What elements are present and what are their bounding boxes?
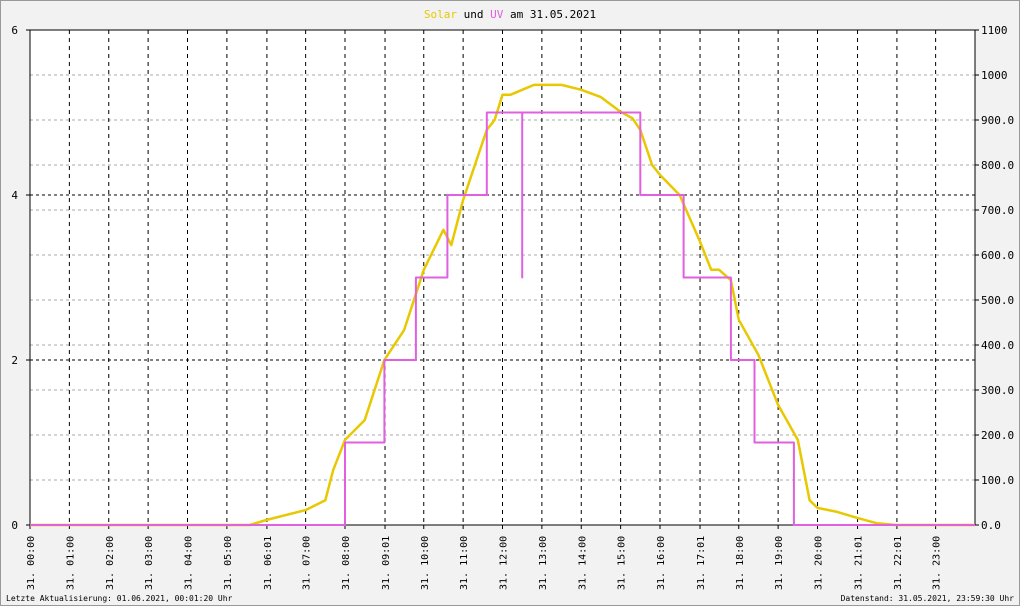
x-tick-label: 31. 20:00	[814, 536, 825, 590]
y-tick-label: 0	[11, 519, 18, 532]
y2-tick-label: 0.0	[981, 519, 1001, 532]
x-tick-label: 31. 05:00	[223, 536, 234, 590]
x-tick-label: 31. 15:00	[617, 536, 628, 590]
footer-left: Letzte Aktualisierung: 01.06.2021, 00:01…	[6, 594, 233, 603]
x-tick-label: 31. 21:01	[854, 536, 865, 590]
y-tick-label: 4	[11, 189, 18, 202]
x-tick-label: 31. 18:00	[735, 536, 746, 590]
y2-tick-label: 100.0	[981, 474, 1014, 487]
x-tick-label: 31. 13:00	[538, 536, 549, 590]
x-tick-label: 31. 19:00	[774, 536, 785, 590]
x-tick-label: 31. 09:01	[381, 536, 392, 590]
x-tick-label: 31. 01:00	[65, 536, 76, 590]
y2-tick-label: 300.0	[981, 384, 1014, 397]
x-tick-label: 31. 17:01	[696, 536, 707, 590]
y2-tick-label: 700.0	[981, 204, 1014, 217]
x-tick-label: 31. 10:00	[420, 536, 431, 590]
x-tick-label: 31. 08:00	[341, 536, 352, 590]
x-tick-label: 31. 02:00	[105, 536, 116, 590]
x-tick-label: 31. 14:00	[577, 536, 588, 590]
footer-right: Datenstand: 31.05.2021, 23:59:30 Uhr	[841, 594, 1015, 603]
series-line	[30, 111, 975, 526]
y2-tick-label: 900.0	[981, 114, 1014, 127]
title-uv: UV	[490, 8, 504, 21]
x-tick-label: 31. 22:01	[893, 536, 904, 590]
series-line	[30, 83, 975, 527]
x-tick-label: 31. 06:01	[263, 536, 274, 590]
y-tick-label: 2	[11, 354, 18, 367]
title-und: und	[464, 8, 484, 21]
title-solar: Solar	[424, 8, 457, 21]
y2-tick-label: 400.0	[981, 339, 1014, 352]
y2-tick-label: 200.0	[981, 429, 1014, 442]
x-tick-label: 31. 23:00	[932, 536, 943, 590]
y2-tick-label: 500.0	[981, 294, 1014, 307]
x-tick-label: 31. 04:00	[184, 536, 195, 590]
chart-title: Solar und UV am 31.05.2021	[424, 8, 596, 21]
y2-tick-label: 1100	[981, 24, 1008, 37]
x-tick-label: 31. 00:00	[26, 536, 37, 590]
x-tick-label: 31. 07:00	[302, 536, 313, 590]
y-tick-label: 6	[11, 24, 18, 37]
plot-frame	[29, 29, 976, 526]
y2-tick-label: 600.0	[981, 249, 1014, 262]
y2-tick-label: 1000	[981, 69, 1008, 82]
x-tick-label: 31. 11:00	[459, 536, 470, 590]
x-tick-label: 31. 16:00	[656, 536, 667, 590]
title-date: am 31.05.2021	[510, 8, 596, 21]
x-tick-label: 31. 12:00	[499, 536, 510, 590]
y2-tick-label: 800.0	[981, 159, 1014, 172]
x-tick-label: 31. 03:00	[144, 536, 155, 590]
